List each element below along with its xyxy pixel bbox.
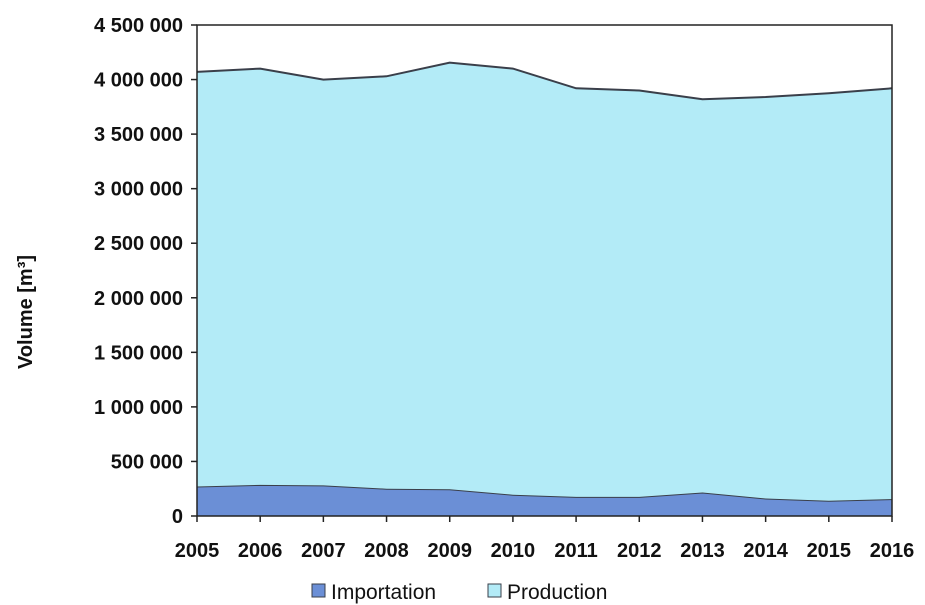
x-tick-label: 2013 [680, 540, 725, 562]
x-tick-label: 2009 [427, 540, 472, 562]
y-tick-label: 4 500 000 [94, 15, 183, 37]
y-tick-label: 0 [172, 506, 183, 528]
x-tick-label: 2011 [554, 540, 597, 562]
y-tick-label: 1 500 000 [94, 342, 183, 364]
legend-swatch-production [487, 583, 502, 598]
y-tick-label: 3 500 000 [94, 124, 183, 146]
area-series-group [196, 61, 893, 516]
y-axis-title: Volume [m³] [15, 255, 37, 369]
area-production [197, 62, 892, 501]
x-tick-label: 2006 [238, 540, 283, 562]
legend-label-importation: Importation [331, 581, 436, 604]
y-tick-label: 2 500 000 [94, 233, 183, 255]
x-axis: 2005 2006 2007 2008 2009 2010 2011 2012 2013 2014… [175, 516, 915, 562]
x-tick-label: 2008 [364, 540, 409, 562]
x-tick-label: 2010 [491, 540, 536, 562]
x-tick-label: 2015 [807, 540, 852, 562]
x-tick-label: 2016 [870, 540, 915, 562]
x-tick-label: 2005 [175, 540, 220, 562]
area-importation [197, 484, 892, 516]
legend: Importation Production [311, 581, 607, 604]
y-axis: 0 500 000 1 000 000 1 500 000 2 000 000 2 500… [94, 15, 197, 528]
x-tick-label: 2014 [743, 540, 788, 562]
plot-frame [196, 24, 893, 517]
y-tick-label: 3 000 000 [94, 179, 183, 201]
x-tick-label: 2007 [301, 540, 346, 562]
line-production [196, 61, 893, 101]
legend-label-production: Production [507, 581, 607, 604]
y-tick-label: 2 000 000 [94, 288, 183, 310]
legend-swatch-importation [311, 583, 326, 598]
y-tick-label: 1 000 000 [94, 397, 183, 419]
x-tick-label: 2012 [617, 540, 662, 562]
y-tick-label: 500 000 [111, 451, 183, 473]
y-tick-label: 4 000 000 [94, 70, 183, 92]
